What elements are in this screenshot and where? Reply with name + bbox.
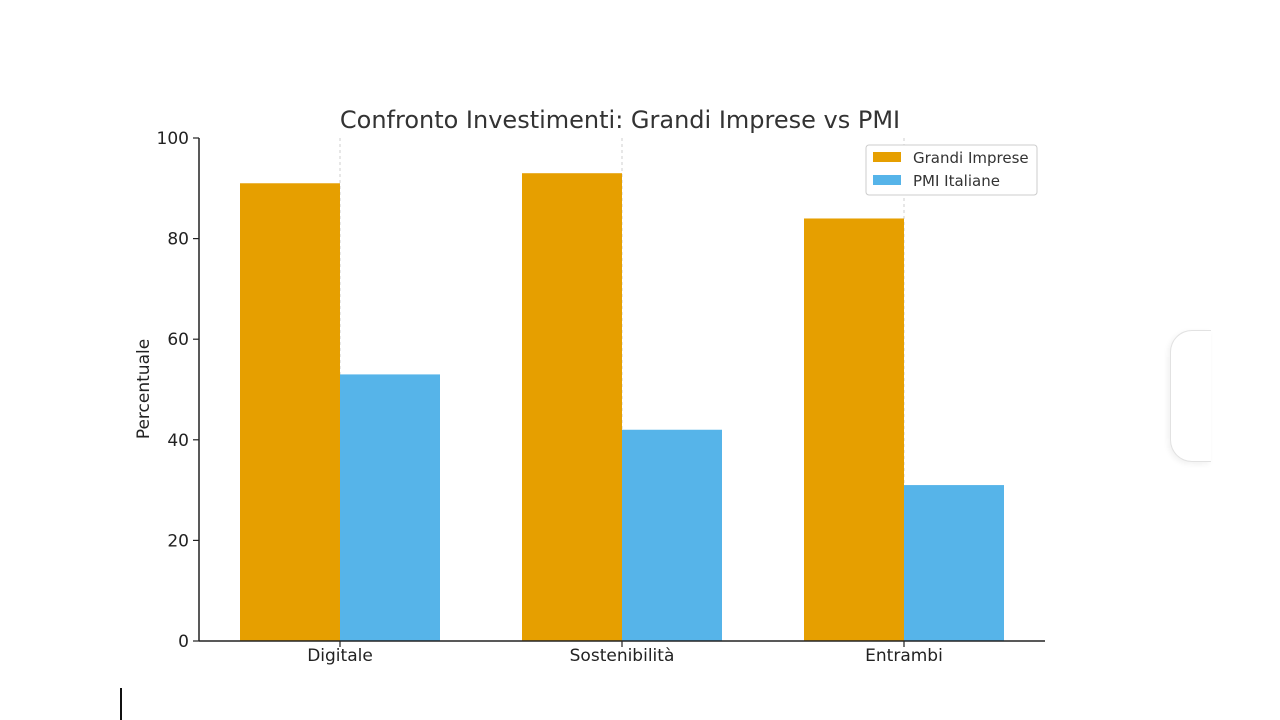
legend-swatch-grandi-imprese xyxy=(873,152,901,162)
y-tick-label: 100 xyxy=(157,129,189,149)
y-tick-label: 0 xyxy=(178,632,189,652)
chart-title: Confronto Investimenti: Grandi Imprese v… xyxy=(340,106,900,134)
bar-pmi-italiane-2 xyxy=(904,485,1004,641)
legend-box xyxy=(865,144,1038,196)
y-axis-label: Percentuale xyxy=(134,339,154,439)
y-ticks: 0 20 40 60 80 100 xyxy=(157,129,199,652)
bar-pmi-italiane-0 xyxy=(340,374,440,641)
x-tick-label: Digitale xyxy=(307,646,373,666)
legend-label-grandi-imprese: Grandi Imprese xyxy=(913,149,1029,167)
legend-swatch-pmi-italiane xyxy=(873,175,901,185)
y-tick-label: 60 xyxy=(167,330,189,350)
legend-label-pmi-italiane: PMI Italiane xyxy=(913,172,1000,190)
bars xyxy=(240,173,1004,642)
y-tick-label: 20 xyxy=(167,531,189,551)
x-tick-label: Sostenibilità xyxy=(570,646,675,666)
y-tick-label: 40 xyxy=(167,431,189,451)
bar-grandi-imprese-0 xyxy=(240,183,340,641)
bar-grandi-imprese-1 xyxy=(522,173,622,641)
x-ticks: Digitale Sostenibilità Entrambi xyxy=(307,641,943,666)
bar-grandi-imprese-2 xyxy=(804,218,904,642)
text-cursor xyxy=(120,688,122,720)
side-panel-tab[interactable] xyxy=(1170,330,1211,462)
y-tick-label: 80 xyxy=(167,230,189,250)
bar-pmi-italiane-1 xyxy=(622,429,722,641)
x-tick-label: Entrambi xyxy=(865,646,943,666)
legend: Grandi Imprese PMI Italiane xyxy=(865,144,1038,196)
